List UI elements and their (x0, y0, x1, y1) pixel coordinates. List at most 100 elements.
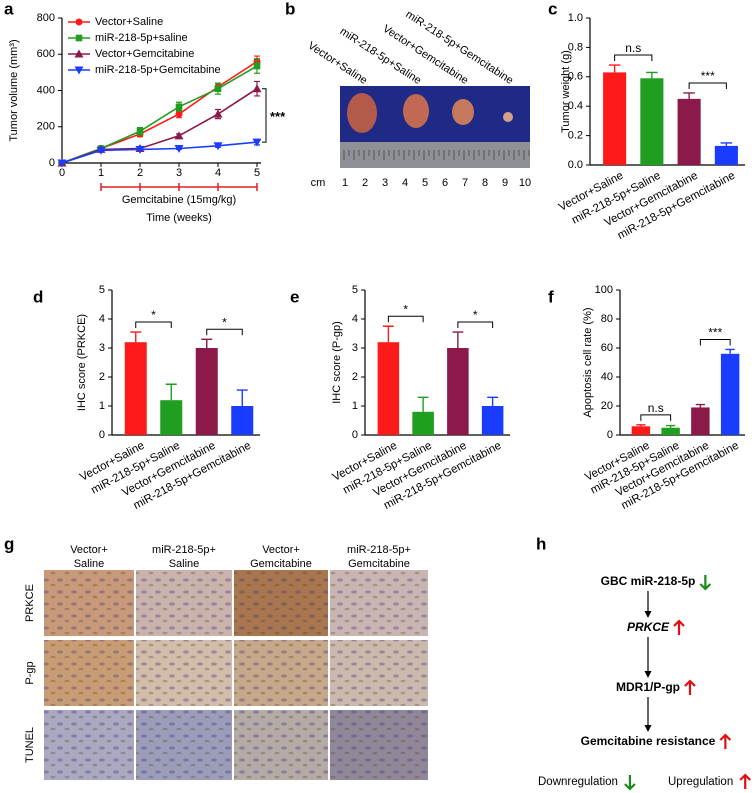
ruler-mark: 5 (422, 177, 428, 189)
error-bar (666, 424, 676, 428)
y-tick-label: 1 (352, 400, 358, 412)
significance-bracket (614, 54, 653, 62)
row-label: P-gp (24, 661, 36, 684)
legend-label: Vector+Saline (95, 16, 163, 28)
legend-label: miR-218-5p+Gemcitabine (95, 64, 221, 76)
y-tick-label: 40 (601, 371, 613, 383)
micrograph-texture (330, 640, 428, 706)
panel-letter: c (548, 0, 557, 18)
y-tick-label: 0.4 (568, 100, 583, 112)
y-tick-label: 4 (99, 313, 105, 325)
marker (252, 84, 262, 93)
bar (481, 406, 504, 435)
ruler-mark: 1 (342, 177, 348, 189)
micrograph-texture (44, 640, 134, 706)
bar (631, 426, 651, 435)
significance-bracket (457, 321, 494, 329)
marker (136, 127, 144, 135)
x-tick-label: 2 (137, 167, 143, 179)
ruler-mark: 10 (519, 177, 531, 189)
ruler-mark: 9 (502, 177, 508, 189)
marker (213, 109, 223, 118)
bar (160, 400, 183, 435)
row-label: PRKCE (24, 584, 36, 622)
y-tick-label: 400 (37, 84, 55, 96)
x-tick-label: 1 (98, 167, 104, 179)
regulation-arrow (624, 775, 636, 791)
regulation-arrow (684, 679, 696, 695)
error-bar (725, 348, 735, 354)
marker (135, 145, 145, 154)
micrograph-texture (44, 570, 134, 636)
node-label: MDR1/P-gp (616, 680, 680, 694)
panel-letter: e (290, 287, 299, 306)
y-tick-label: 200 (37, 121, 55, 133)
marker (253, 62, 261, 70)
y-tick-label: 3 (352, 342, 358, 354)
column-header: Saline (169, 558, 200, 570)
marker (175, 110, 183, 118)
error-bar (646, 71, 658, 79)
micrograph-texture (136, 640, 232, 706)
column-header: miR-218-5p+ (152, 544, 216, 556)
error-bar (417, 396, 429, 412)
panel-letter: f (548, 287, 554, 306)
x-tick-label: 4 (215, 167, 221, 179)
ruler-mark: 6 (442, 177, 448, 189)
legend-label: Vector+Gemcitabine (95, 48, 194, 60)
marker (57, 159, 67, 168)
y-tick-label: 2 (99, 371, 105, 383)
micrograph-texture (136, 570, 232, 636)
bar (447, 348, 469, 435)
significance-label: * (151, 308, 156, 322)
error-bar (608, 64, 621, 73)
x-tick-label: 3 (176, 167, 182, 179)
micrograph-texture (234, 570, 328, 636)
ruler-mark: 8 (482, 177, 488, 189)
y-tick-label: 0 (607, 429, 613, 441)
tumor (503, 112, 513, 122)
error-bar (695, 403, 705, 408)
panel-letter: a (4, 0, 14, 18)
bar (720, 353, 740, 435)
treatment-label: Gemcitabine (15mg/kg) (122, 194, 236, 206)
significance-label: * (403, 302, 408, 316)
y-tick-label: 1.0 (568, 12, 583, 24)
bar (661, 427, 680, 435)
ruler-mark: 4 (402, 177, 408, 189)
error-bar (165, 383, 177, 401)
significance-bracket (262, 88, 267, 143)
x-axis-label: Time (weeks) (146, 212, 212, 224)
y-axis-label: IHC score (P-gp) (331, 321, 343, 404)
y-tick-label: 5 (352, 284, 358, 296)
y-tick-label: 0 (99, 429, 105, 441)
y-tick-label: 60 (601, 342, 613, 354)
column-header: Gemcitabine (250, 558, 312, 570)
micrograph-texture (330, 710, 428, 780)
legend-label: Upregulation (668, 776, 733, 788)
significance-label: n.s (625, 41, 641, 55)
y-tick-label: 0.8 (568, 41, 583, 53)
column-header: miR-218-5p+ (347, 544, 411, 556)
panel-letter: h (536, 534, 546, 553)
significance-label: *** (708, 326, 722, 340)
micrograph-texture (330, 570, 428, 636)
y-axis-label: Tumor weight (g) (560, 50, 572, 133)
y-tick-label: 3 (99, 342, 105, 354)
marker (214, 85, 222, 92)
y-tick-label: 0 (49, 157, 55, 169)
regulation-arrow (673, 619, 685, 635)
bar (412, 411, 434, 435)
bar (603, 72, 627, 165)
y-tick-label: 2 (352, 371, 358, 383)
marker (213, 142, 223, 151)
bar (231, 406, 254, 435)
y-tick-label: 5 (99, 284, 105, 296)
flow-head (644, 725, 652, 732)
marker (252, 138, 262, 147)
series-line (61, 60, 258, 164)
legend-label: miR-218-5p+saline (95, 32, 188, 44)
significance-label: n.s (648, 401, 664, 415)
